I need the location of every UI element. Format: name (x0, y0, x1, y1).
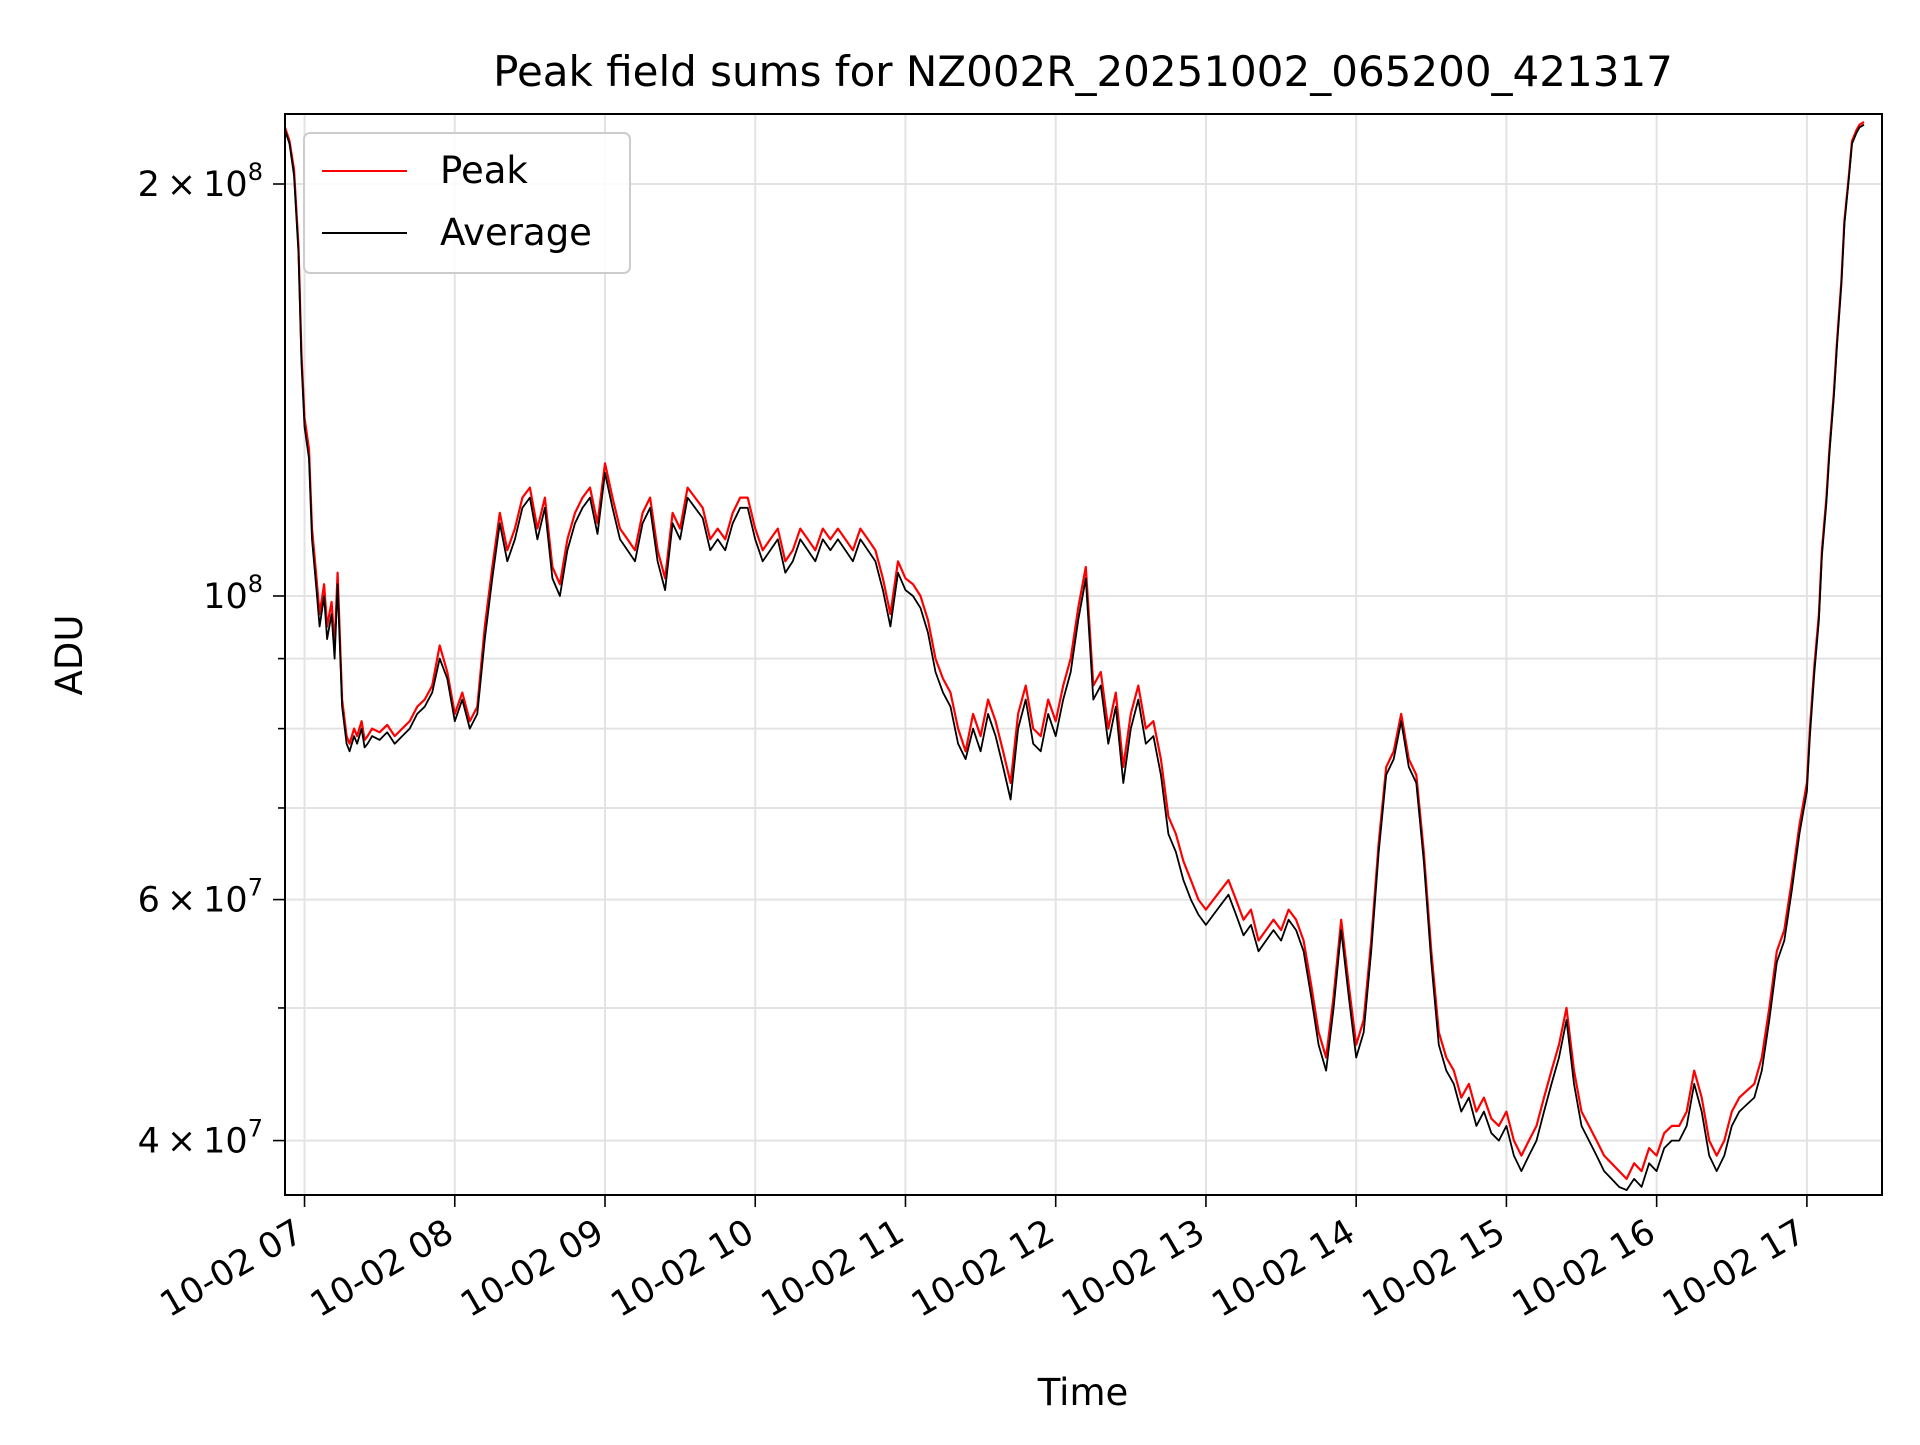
chart-title: Peak field sums for NZ002R_20251002_0652… (493, 47, 1673, 96)
legend-label-average: Average (440, 211, 592, 254)
y-tick-label: 6 × 107 (138, 874, 263, 921)
x-axis-label: Time (1037, 1371, 1129, 1414)
y-tick-label: 4 × 107 (138, 1115, 263, 1162)
y-axis-label: ADU (48, 615, 91, 696)
y-tick-label: 2 × 108 (138, 158, 263, 205)
series-line-average (284, 123, 1865, 1191)
plot-frame (284, 113, 1883, 1196)
legend: Peak Average (303, 132, 631, 274)
legend-box (303, 132, 631, 274)
series-layer (283, 121, 1865, 1191)
series-line-peak (283, 121, 1865, 1181)
y-tick-label: 108 (203, 570, 263, 617)
legend-label-peak: Peak (440, 149, 528, 192)
y-axis: 4 × 107 6 × 107 108 2 × 108 (138, 158, 285, 1162)
